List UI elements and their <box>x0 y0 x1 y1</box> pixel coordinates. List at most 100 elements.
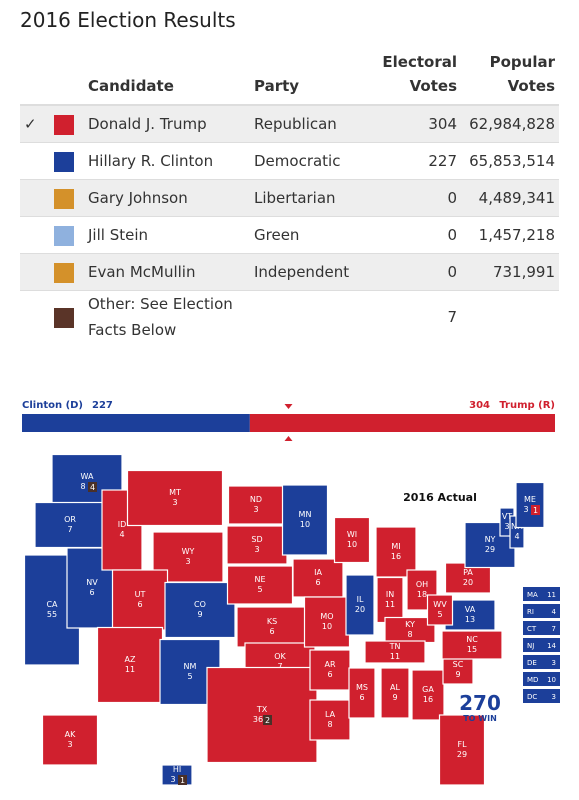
swatch <box>54 188 74 209</box>
cell <box>50 104 84 143</box>
state-label: IA <box>314 568 322 577</box>
cell <box>50 142 84 180</box>
party: Democratic <box>250 142 378 180</box>
split-vote <box>263 715 272 725</box>
state-votes: 3 <box>67 740 72 749</box>
party: Independent <box>250 253 378 291</box>
state-label: TN <box>389 642 401 651</box>
state-votes: 20 <box>463 578 473 587</box>
split-votes: 4 <box>90 483 95 492</box>
candidate: Hillary R. Clinton <box>84 142 250 180</box>
small-state-votes: 3 <box>552 659 556 667</box>
small-state-label: MD <box>527 676 538 684</box>
small-state-votes: 7 <box>552 625 556 633</box>
bar-value: 304 <box>469 400 490 411</box>
state-votes: 10 <box>347 540 357 549</box>
state <box>111 569 169 631</box>
split-votes: 2 <box>265 716 270 725</box>
logo: 270 <box>459 691 501 715</box>
state <box>345 574 375 636</box>
small-state-votes: 14 <box>547 642 556 650</box>
small-state-label: MA <box>527 591 538 599</box>
state <box>303 596 351 648</box>
blank <box>20 44 50 106</box>
candidate: Gary Johnson <box>84 179 250 217</box>
small-state <box>523 604 560 618</box>
state-votes: 18 <box>417 590 427 599</box>
state <box>364 640 426 664</box>
small-state-label: CT <box>527 625 537 633</box>
state-label: TX <box>256 705 268 714</box>
popular-votes: 4,489,341 <box>461 179 559 217</box>
small-state <box>523 638 560 652</box>
state <box>41 714 99 766</box>
cell <box>20 216 50 254</box>
state-votes: 36 <box>253 715 263 724</box>
electoral-votes: 7 <box>378 290 461 343</box>
candidate: Jill Stein <box>84 216 250 254</box>
state <box>34 501 106 549</box>
state <box>348 667 376 719</box>
state-votes: 4 <box>514 532 519 541</box>
state-label: WA <box>81 472 94 481</box>
state <box>309 649 351 691</box>
electoral-votes: 0 <box>378 253 461 291</box>
state-votes: 3 <box>523 505 528 514</box>
bar-segment <box>249 414 556 432</box>
state <box>442 655 474 685</box>
electoral-votes: 0 <box>378 179 461 217</box>
table-row: ✓ Donald J. Trump Republican 304 62,984,828 <box>20 104 559 143</box>
state-votes: 3 <box>504 522 509 531</box>
popular-votes <box>461 290 559 343</box>
cell <box>20 290 50 343</box>
bar-label: Trump (R) <box>499 400 555 411</box>
state-votes: 7 <box>67 525 72 534</box>
state-votes: 3 <box>172 498 177 507</box>
state <box>281 484 329 556</box>
small-state-label: DE <box>527 659 537 667</box>
state-votes: 3 <box>253 505 258 514</box>
cell <box>50 179 84 217</box>
split-vote <box>178 775 187 785</box>
small-state-votes: 11 <box>547 591 556 599</box>
state-label: MN <box>299 510 312 519</box>
state-votes: 10 <box>322 622 332 631</box>
winner-check: ✓ <box>24 115 37 133</box>
state-label: NY <box>485 535 496 544</box>
state-votes: 8 <box>80 482 85 491</box>
state-votes: 11 <box>125 665 135 674</box>
popular-votes: 731,991 <box>461 253 559 291</box>
state-votes: 15 <box>467 645 477 654</box>
state-votes: 55 <box>47 610 57 619</box>
table-body: ✓ Donald J. Trump Republican 304 62,984,828 H… <box>20 104 559 343</box>
state-label: WY <box>182 547 195 556</box>
state-votes: 11 <box>385 600 395 609</box>
state-label: VA <box>465 605 476 614</box>
state-votes: 5 <box>437 610 442 619</box>
state-label: NE <box>254 575 265 584</box>
blank <box>50 44 84 106</box>
state-label: AZ <box>125 655 136 664</box>
swatch <box>54 307 74 328</box>
col-header: Party <box>250 44 378 106</box>
swatch <box>54 225 74 246</box>
party: Libertarian <box>250 179 378 217</box>
candidate: Evan McMullin <box>84 253 250 291</box>
state <box>164 581 236 639</box>
state <box>438 714 486 786</box>
cell <box>50 253 84 291</box>
state <box>309 699 351 741</box>
small-state-label: NJ <box>527 642 534 650</box>
state <box>411 669 445 721</box>
cell <box>20 142 50 180</box>
state <box>441 630 503 660</box>
state-votes: 6 <box>137 600 142 609</box>
small-state <box>523 689 560 703</box>
table-row: Other: See Election Facts Below 7 <box>20 290 559 343</box>
small-state-votes: 4 <box>552 608 557 616</box>
swatch <box>54 262 74 283</box>
state-votes: 13 <box>465 615 475 624</box>
state-label: OH <box>416 580 428 589</box>
state-label: SC <box>453 660 464 669</box>
